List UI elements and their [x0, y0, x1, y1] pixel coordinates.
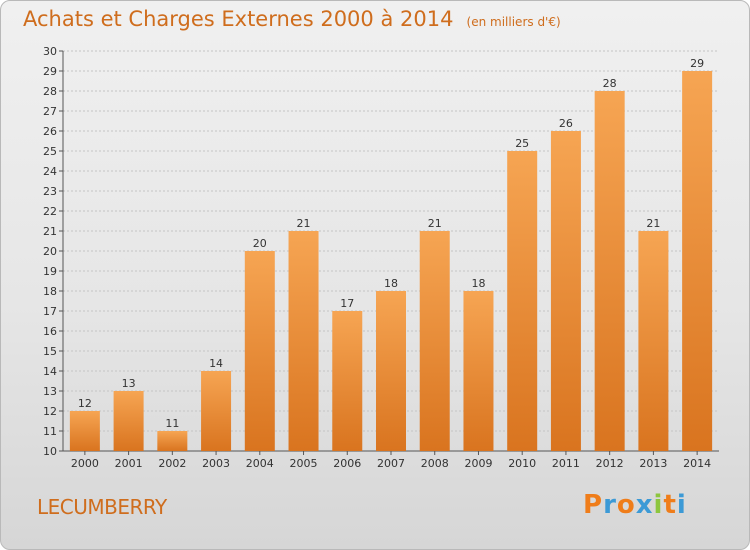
logo-letter: o [616, 490, 636, 520]
data-label: 18 [384, 277, 398, 290]
logo-letter: r [603, 490, 617, 520]
y-tick-label: 17 [43, 305, 57, 318]
y-tick-label: 10 [43, 445, 57, 458]
x-tick-label: 2014 [683, 457, 711, 470]
y-tick-label: 14 [43, 365, 57, 378]
y-tick-label: 27 [43, 105, 57, 118]
bar-2012 [594, 91, 625, 451]
bar-2005 [288, 231, 319, 451]
data-label: 25 [515, 137, 529, 150]
bar-2000 [69, 411, 100, 451]
bar-2003 [201, 371, 232, 451]
y-tick-label: 20 [43, 245, 57, 258]
data-label: 28 [603, 77, 617, 90]
data-label: 11 [165, 417, 179, 430]
x-tick-label: 2009 [464, 457, 492, 470]
bar-2011 [550, 131, 581, 451]
data-label: 21 [646, 217, 660, 230]
commune-name: LECUMBERRY [37, 495, 167, 519]
data-label: 14 [209, 357, 223, 370]
y-tick-label: 19 [43, 265, 57, 278]
y-tick-label: 12 [43, 405, 57, 418]
bar-2008 [419, 231, 450, 451]
data-label: 21 [297, 217, 311, 230]
x-tick-label: 2002 [158, 457, 186, 470]
bar-2010 [507, 151, 538, 451]
y-tick-label: 18 [43, 285, 57, 298]
data-label: 13 [122, 377, 136, 390]
y-tick-label: 23 [43, 185, 57, 198]
x-tick-label: 2003 [202, 457, 230, 470]
y-tick-label: 15 [43, 345, 57, 358]
y-tick-label: 22 [43, 205, 57, 218]
bar-2007 [376, 291, 406, 451]
x-tick-label: 2012 [596, 457, 624, 470]
y-tick-label: 16 [43, 325, 57, 338]
bar-2009 [463, 291, 494, 451]
x-tick-label: 2004 [246, 457, 274, 470]
data-label: 21 [428, 217, 442, 230]
y-tick-label: 25 [43, 145, 57, 158]
data-label: 12 [78, 397, 92, 410]
data-label: 26 [559, 117, 573, 130]
logo-letter: i [653, 490, 664, 520]
axes: 10 11 12 13 14 15 16 17 18 19 20 21 22 23 24 25 26 27 28 29… [43, 45, 719, 470]
bar-2004 [244, 251, 275, 451]
y-tick-label: 29 [43, 65, 57, 78]
x-tick-label: 2011 [552, 457, 580, 470]
logo-letter: t [663, 490, 677, 520]
x-tick-label: 2001 [115, 457, 143, 470]
y-tick-label: 30 [43, 45, 57, 58]
data-label: 29 [690, 57, 704, 70]
labels: 12 13 11 14 20 21 17 18 21 18 25 26 28 21 29 [78, 57, 704, 430]
chart-unit-note: (en milliers d'€) [466, 15, 561, 29]
y-tick-label: 13 [43, 385, 57, 398]
logo-letter: i [676, 490, 687, 520]
x-tick-label: 2006 [333, 457, 361, 470]
logo-letter: P [583, 490, 604, 520]
data-label: 17 [340, 297, 354, 310]
bars [69, 71, 713, 451]
y-tick-label: 26 [43, 125, 57, 138]
y-tick-label: 24 [43, 165, 57, 178]
proxiti-logo[interactable]: Proxiti [583, 490, 687, 520]
bar-2013 [638, 231, 669, 451]
bar-2001 [113, 391, 144, 451]
logo-letter: x [635, 490, 654, 520]
x-tick-label: 2010 [508, 457, 536, 470]
bar-2002 [157, 431, 188, 451]
x-tick-label: 2013 [639, 457, 667, 470]
chart-title-row: Achats et Charges Externes 2000 à 2014 (… [23, 7, 561, 31]
bar-2014 [682, 71, 713, 451]
bar-2006 [332, 311, 363, 451]
y-tick-label: 28 [43, 85, 57, 98]
x-tick-label: 2007 [377, 457, 405, 470]
data-label: 18 [471, 277, 485, 290]
x-tick-label: 2000 [71, 457, 99, 470]
y-tick-label: 11 [43, 425, 57, 438]
data-label: 20 [253, 237, 267, 250]
y-tick-label: 21 [43, 225, 57, 238]
chart-title: Achats et Charges Externes 2000 à 2014 [23, 7, 454, 31]
x-tick-label: 2005 [290, 457, 318, 470]
x-tick-label: 2008 [421, 457, 449, 470]
